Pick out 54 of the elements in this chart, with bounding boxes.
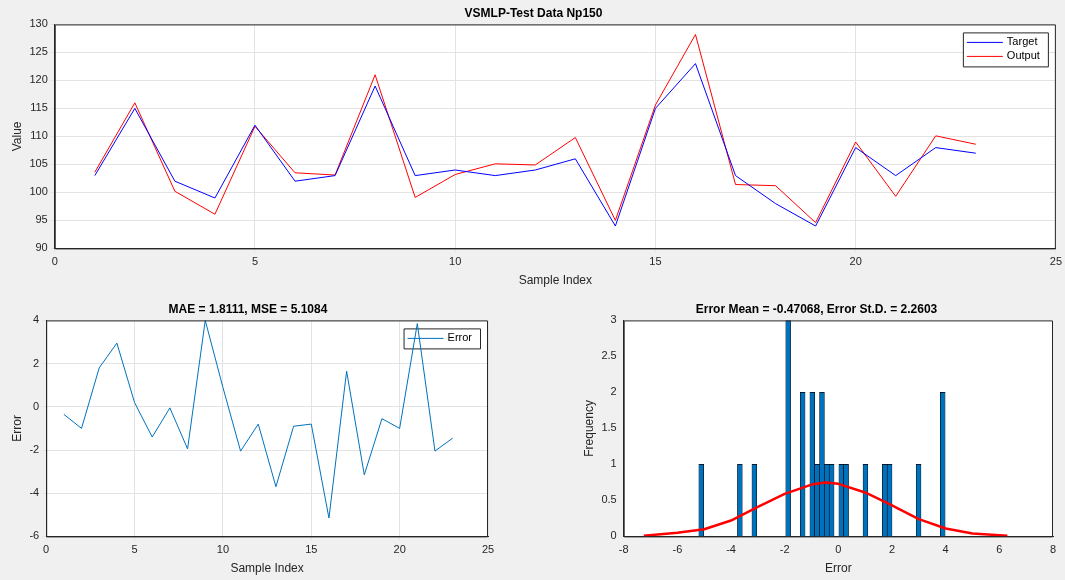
y-tick-label: 2 <box>33 356 40 369</box>
x-tick-label: 25 <box>1049 255 1063 268</box>
x-tick-label: 10 <box>216 543 230 556</box>
y-tick-label: 3 <box>610 313 617 326</box>
x-tick-label: 0 <box>51 255 58 268</box>
x-tick-label: 20 <box>393 543 406 556</box>
x-tick-label: 15 <box>649 255 662 268</box>
x-tick-label: 2 <box>888 543 896 556</box>
y-tick-label: -2 <box>29 443 40 456</box>
chart-title: Error Mean = -0.47068, Error St.D. = 2.2603 <box>695 301 938 316</box>
y-tick-label: 4 <box>33 313 40 326</box>
x-tick-label: -4 <box>726 543 736 556</box>
y-tick-label: -4 <box>29 486 40 499</box>
y-axis-title: Value <box>9 121 24 152</box>
x-axis-title: Sample Index <box>518 273 593 288</box>
x-axis-title: Error <box>825 561 852 576</box>
y-tick-label: 95 <box>35 213 48 226</box>
y-tick-label: 125 <box>29 45 48 58</box>
y-tick-label: 90 <box>35 241 48 254</box>
y-tick-label: 0 <box>610 529 617 542</box>
y-axis-title: Error <box>9 415 24 442</box>
x-tick-label: 6 <box>996 543 1003 556</box>
x-tick-label: 5 <box>251 255 259 268</box>
legend-label: Output <box>1006 49 1040 62</box>
y-tick-label: 1.5 <box>601 421 617 434</box>
x-tick-label: 0 <box>835 543 842 556</box>
x-axis-title: Sample Index <box>230 561 304 576</box>
y-tick-label: -6 <box>29 529 40 542</box>
chart-title: MAE = 1.8111, MSE = 5.1084 <box>168 301 328 316</box>
y-tick-label: 120 <box>29 73 48 86</box>
y-tick-label: 105 <box>29 157 48 170</box>
y-tick-label: 115 <box>30 101 48 114</box>
y-axis-title: Frequency <box>581 400 596 457</box>
x-tick-label: 10 <box>449 255 462 268</box>
x-tick-label: 25 <box>481 543 495 556</box>
y-tick-label: 0.5 <box>601 493 617 506</box>
y-tick-label: 1 <box>610 457 617 470</box>
legend-label: Error <box>447 331 473 344</box>
y-tick-label: 100 <box>29 185 48 198</box>
legend-label: Target <box>1006 35 1038 48</box>
x-tick-label: 5 <box>131 543 138 556</box>
y-tick-label: 110 <box>30 129 48 142</box>
x-tick-label: -8 <box>618 543 629 556</box>
x-tick-label: 15 <box>305 543 318 556</box>
y-tick-label: 0 <box>33 399 40 412</box>
x-tick-label: -6 <box>672 543 683 556</box>
y-tick-label: 130 <box>29 17 48 30</box>
chart-title: VSMLP-Test Data Np150 <box>464 5 603 20</box>
x-tick-label: 4 <box>942 543 949 556</box>
x-tick-label: 8 <box>1049 543 1057 556</box>
x-tick-label: -2 <box>779 543 790 556</box>
x-tick-label: 20 <box>849 255 862 268</box>
y-tick-label: 2 <box>610 385 617 398</box>
y-tick-label: 2.5 <box>601 349 617 362</box>
